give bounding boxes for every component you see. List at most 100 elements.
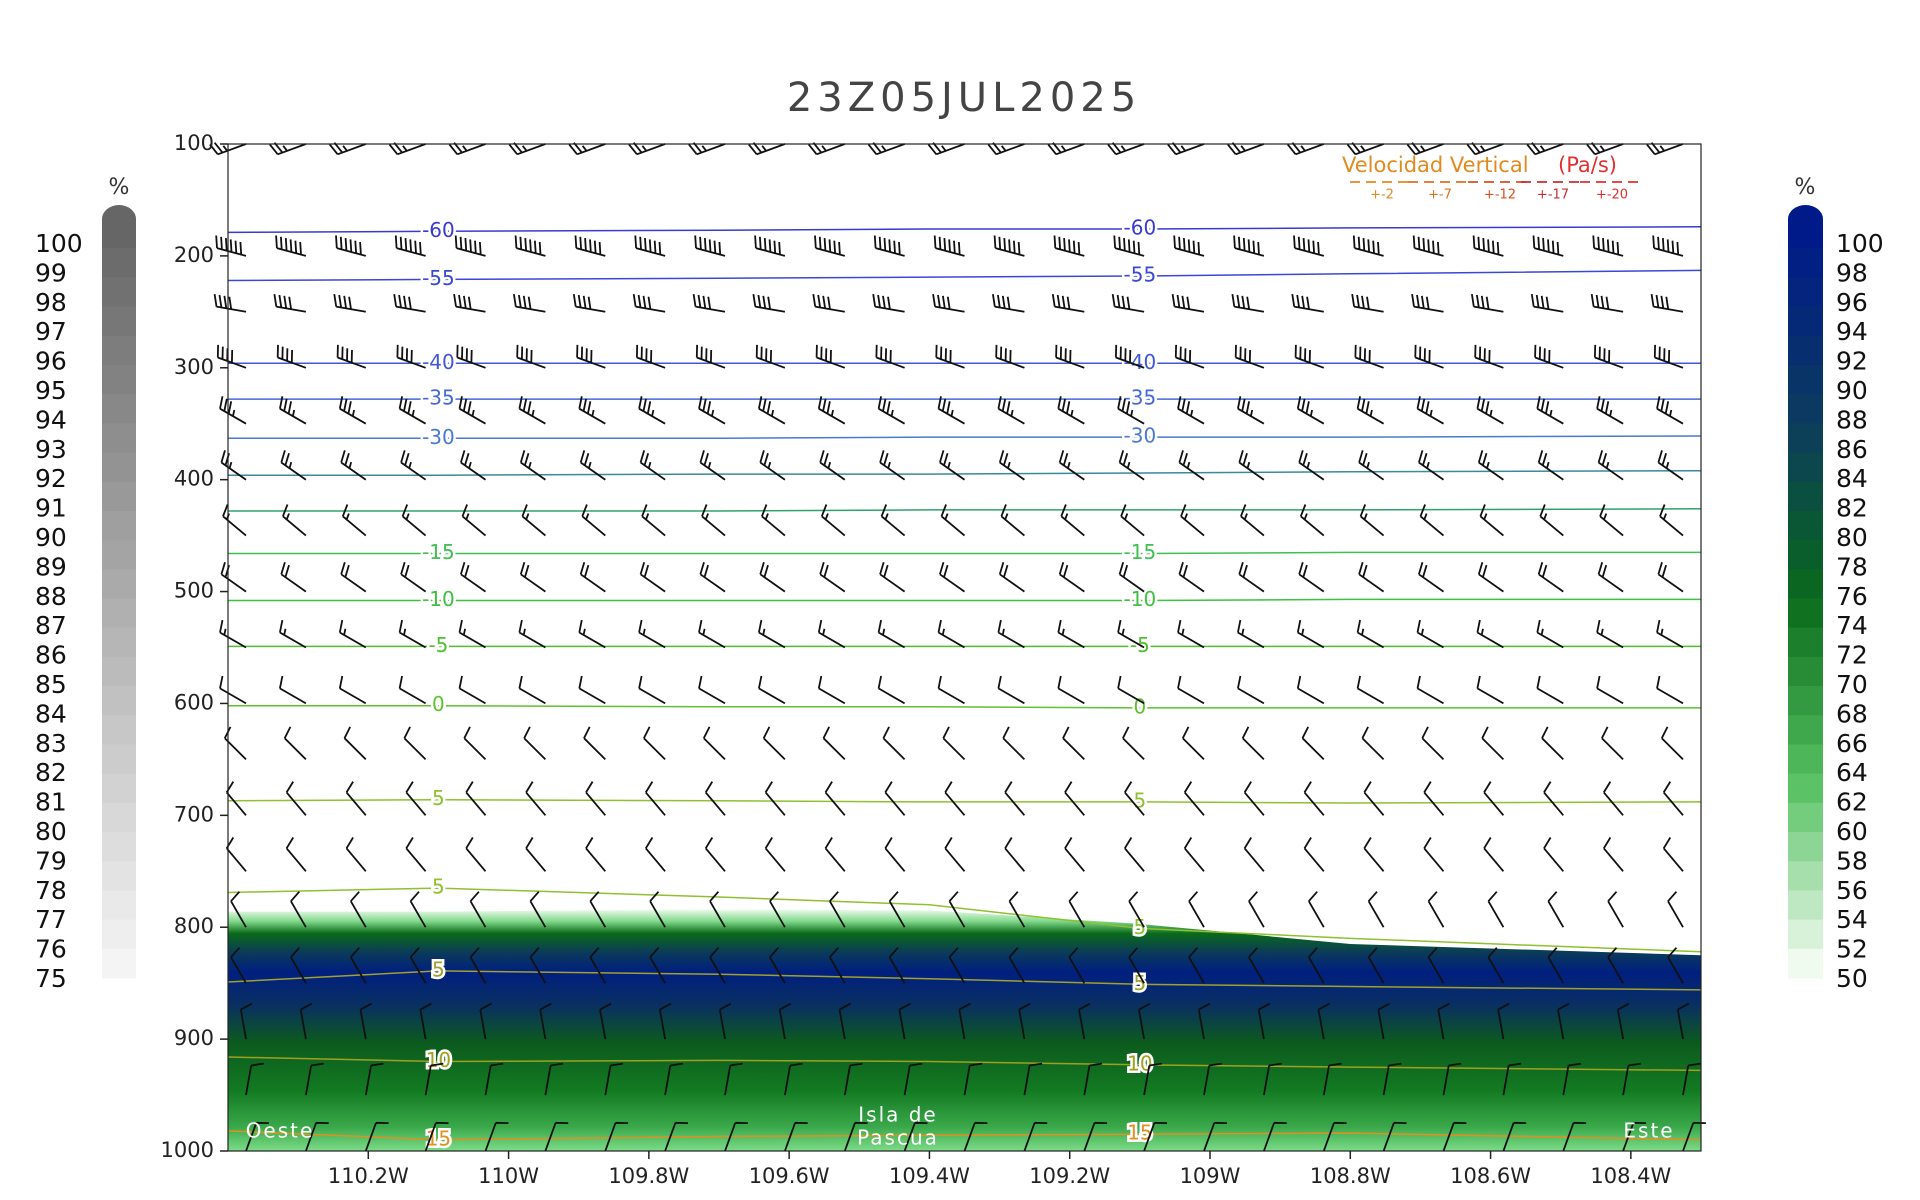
- wind-barb: [350, 947, 367, 984]
- colorbar-segment: [1788, 919, 1823, 950]
- wind-barb: [305, 1121, 329, 1152]
- contour-line: [227, 798, 1702, 804]
- wind-barb: [1143, 1062, 1162, 1096]
- wind-barb: [1058, 561, 1085, 593]
- wind-barb: [340, 450, 367, 481]
- colorbar-cap: [1788, 205, 1823, 233]
- wind-barb: [838, 1002, 852, 1040]
- colorbar-label: 56: [1836, 876, 1868, 905]
- wind-barb: [692, 293, 726, 313]
- wind-barb: [529, 947, 547, 984]
- wind-barb: [1023, 1062, 1043, 1096]
- wind-barb: [724, 1062, 743, 1096]
- contour-line: [227, 1130, 1702, 1141]
- wind-barb: [1652, 235, 1684, 257]
- wind-barb: [572, 293, 606, 313]
- wind-barb: [1227, 142, 1265, 156]
- colorbar-segment: [102, 861, 136, 891]
- wind-barb: [345, 781, 367, 816]
- annotation: Este: [1623, 1119, 1674, 1143]
- wind-barb: [1442, 1062, 1462, 1096]
- wind-barb: [898, 1002, 911, 1040]
- wind-barb: [995, 344, 1025, 369]
- wind-barb: [1471, 293, 1504, 313]
- colorbar-segment: [1788, 832, 1823, 862]
- wind-barb: [778, 1002, 792, 1040]
- wind-barb: [343, 726, 367, 761]
- contour-line: [227, 1056, 1702, 1072]
- wind-barb: [664, 1121, 689, 1152]
- wind-barb: [1622, 1062, 1641, 1096]
- wind-barb: [1293, 235, 1325, 257]
- wind-barb: [1238, 561, 1265, 593]
- wind-barb: [997, 396, 1025, 425]
- wind-barb: [879, 561, 906, 593]
- x-tick-label: 109.4W: [889, 1164, 970, 1188]
- wind-barb: [1234, 344, 1265, 369]
- plot-frame: [227, 143, 1702, 1152]
- wind-barb: [583, 726, 606, 761]
- wind-barb: [875, 344, 905, 369]
- wind-barb: [341, 504, 367, 537]
- wind-barb: [1359, 504, 1385, 537]
- wind-barb: [698, 619, 726, 649]
- wind-barb: [398, 675, 427, 705]
- y-tick-label: 800: [174, 914, 214, 938]
- colorbar-label: 86: [35, 641, 67, 670]
- wind-barb: [513, 293, 546, 313]
- colorbar-label: 64: [1836, 758, 1868, 787]
- wind-barb: [1233, 235, 1265, 257]
- humidity-area: [228, 909, 1701, 1151]
- colorbar-segment: [102, 540, 136, 570]
- wind-barb: [1120, 504, 1145, 537]
- colorbar-label: 70: [1836, 670, 1868, 699]
- x-tick-label: 108.4W: [1590, 1164, 1671, 1188]
- wind-barb: [1502, 1062, 1522, 1096]
- wind-barb: [484, 1062, 504, 1096]
- wind-barb: [1058, 450, 1085, 481]
- contour-label: 5: [1133, 971, 1146, 995]
- wind-barb: [364, 1121, 389, 1152]
- colorbar-segment: [102, 656, 136, 687]
- wind-barb: [424, 1121, 449, 1152]
- wind-barb: [880, 504, 906, 537]
- colorbar-label: 77: [35, 905, 67, 934]
- x-tick-label: 109.2W: [1029, 1164, 1110, 1188]
- colorbar-label: 72: [1836, 641, 1868, 670]
- wind-barb: [338, 619, 367, 649]
- wind-barb: [345, 837, 367, 872]
- wind-barb: [1382, 1121, 1407, 1152]
- wind-barb: [424, 1062, 444, 1096]
- wind-barb: [396, 344, 426, 369]
- wind-barb: [1308, 891, 1325, 928]
- wind-barb: [699, 450, 726, 481]
- wind-barb: [998, 450, 1025, 481]
- wind-barb: [649, 947, 666, 984]
- x-tick-label: 109.6W: [749, 1164, 830, 1188]
- wind-barb: [1596, 619, 1624, 649]
- wind-barb: [245, 1121, 269, 1152]
- contour-line: [227, 269, 1702, 282]
- contour-line: [227, 887, 1702, 953]
- colorbar-segment: [102, 627, 136, 658]
- contour-label: -10: [1124, 587, 1157, 611]
- wind-barb: [484, 1121, 509, 1152]
- wind-barb: [698, 396, 726, 425]
- wind-barb: [1023, 1121, 1048, 1152]
- wind-barb: [1656, 619, 1684, 649]
- contour-label: 5: [1133, 915, 1146, 939]
- wind-barb: [701, 504, 726, 537]
- wind-barb: [465, 781, 487, 816]
- wind-barb: [521, 504, 546, 537]
- wind-barb: [1352, 235, 1384, 257]
- wind-barb: [1083, 1062, 1103, 1096]
- wind-barb: [454, 235, 486, 257]
- wind-barb: [1308, 947, 1325, 984]
- wind-barb: [873, 235, 905, 257]
- colorbar-label: 86: [1836, 435, 1868, 464]
- wind-barb: [884, 837, 906, 872]
- wind-barb: [872, 293, 905, 313]
- wind-barb: [364, 1062, 384, 1096]
- colorbar-label: 78: [35, 876, 67, 905]
- wind-barb: [1530, 293, 1564, 313]
